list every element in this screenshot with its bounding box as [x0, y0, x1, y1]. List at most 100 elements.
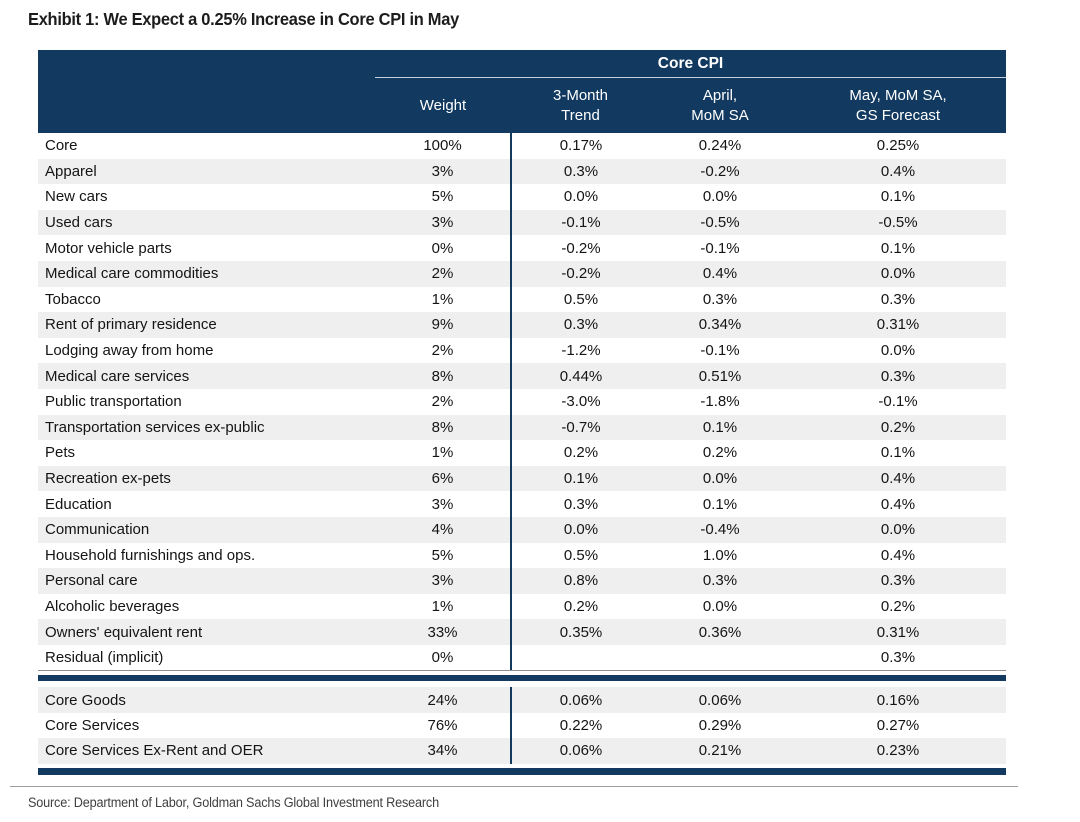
- weight-value: 3%: [375, 158, 512, 185]
- table-row: Communication 4% 0.0% -0.4% 0.0%: [38, 516, 1007, 543]
- weight-value: 3%: [375, 491, 512, 517]
- row-label: Owners' equivalent rent: [45, 623, 203, 641]
- may-value: 0.0%: [880, 521, 916, 539]
- trend-value: 0.35%: [559, 623, 603, 641]
- may-value: 0.27%: [876, 717, 920, 735]
- may-value: 0.0%: [880, 265, 916, 283]
- row-label: Recreation ex-pets: [45, 470, 171, 488]
- may-value: 0.31%: [876, 316, 920, 334]
- row-label: Transportation services ex-public: [45, 418, 265, 436]
- table-row: Medical care commodities 2% -0.2% 0.4% 0…: [38, 260, 1007, 287]
- april-value: -0.4%: [700, 521, 740, 539]
- april-value: 0.0%: [702, 470, 738, 488]
- table-row: Tobacco 1% 0.5% 0.3% 0.3%: [38, 286, 1006, 313]
- row-label: Core Goods: [45, 691, 126, 709]
- col-header-april: April, MoM SA: [650, 77, 790, 133]
- may-value: -0.1%: [878, 393, 918, 411]
- table-row: Apparel 3% 0.3% -0.2% 0.4%: [38, 158, 1007, 185]
- weight-value: 2%: [375, 388, 512, 415]
- table-row: Core 100% 0.17% 0.24% 0.25%: [38, 133, 1006, 159]
- trend-value: -1.2%: [561, 342, 601, 360]
- table-row: Public transportation 2% -3.0% -1.8% -0.…: [38, 388, 1006, 415]
- april-value: -0.5%: [700, 214, 740, 232]
- column-header-row: Weight 3-Month Trend April, MoM SA May, …: [38, 77, 1007, 133]
- may-value: 0.4%: [880, 495, 916, 513]
- april-value: 0.3%: [702, 290, 738, 308]
- may-value: 0.1%: [880, 188, 916, 206]
- april-value: 0.24%: [698, 137, 742, 155]
- may-value: 0.4%: [880, 546, 916, 564]
- trend-value: [511, 645, 650, 671]
- trend-value: 0.8%: [563, 572, 599, 590]
- trend-value: 0.0%: [563, 521, 599, 539]
- row-label: Public transportation: [45, 393, 182, 411]
- april-value: -1.8%: [700, 393, 740, 411]
- row-label: Residual (implicit): [45, 649, 164, 667]
- row-label: Personal care: [45, 572, 138, 590]
- may-value: 0.1%: [880, 239, 916, 257]
- table-row: Alcoholic beverages 1% 0.2% 0.0% 0.2%: [38, 593, 1006, 620]
- row-label: Lodging away from home: [45, 342, 214, 360]
- april-value: 1.0%: [702, 546, 738, 564]
- summary-table: Core Goods 24% 0.06% 0.06% 0.16% Core Se…: [38, 687, 1007, 764]
- trend-value: 0.3%: [563, 316, 599, 334]
- may-value: 0.16%: [876, 691, 920, 709]
- trend-value: 0.5%: [563, 546, 599, 564]
- row-label: Medical care services: [45, 367, 190, 385]
- may-value: 0.1%: [880, 444, 916, 462]
- may-value: 0.31%: [876, 623, 920, 641]
- row-label: Tobacco: [45, 290, 101, 308]
- trend-value: 0.2%: [563, 444, 599, 462]
- april-value: 0.21%: [698, 742, 742, 760]
- weight-value: 4%: [375, 516, 512, 543]
- april-value: -0.1%: [700, 342, 740, 360]
- row-label: Apparel: [45, 162, 97, 180]
- april-value: 0.36%: [698, 623, 742, 641]
- trend-value: 0.2%: [563, 597, 599, 615]
- table-row: Transportation services ex-public 8% -0.…: [38, 414, 1007, 441]
- summary-body: Core Goods 24% 0.06% 0.06% 0.16% Core Se…: [38, 687, 1006, 764]
- weight-value: 0%: [375, 644, 512, 671]
- table-row: Owners' equivalent rent 33% 0.35% 0.36% …: [38, 619, 1007, 645]
- core-cpi-table: Core CPI Weight 3-Month Trend April, MoM…: [38, 50, 1007, 775]
- weight-value: 5%: [375, 184, 512, 210]
- trend-value: -0.2%: [561, 239, 601, 257]
- april-value: 0.0%: [702, 188, 738, 206]
- table-row: Lodging away from home 2% -1.2% -0.1% 0.…: [38, 337, 1006, 364]
- source-divider: [10, 786, 1018, 787]
- april-value: 0.34%: [698, 316, 742, 334]
- group-header: Core CPI: [375, 50, 1007, 78]
- april-value: -0.2%: [700, 162, 740, 180]
- table-row: Core Goods 24% 0.06% 0.06% 0.16%: [38, 687, 1006, 713]
- may-value: 0.4%: [880, 470, 916, 488]
- col-header-weight: Weight: [375, 77, 511, 133]
- section-separator-bar: [38, 675, 1006, 682]
- april-value: -0.1%: [700, 239, 740, 257]
- exhibit-title: Exhibit 1: We Expect a 0.25% Increase in…: [28, 9, 459, 29]
- april-value: 0.06%: [698, 691, 742, 709]
- weight-value: 8%: [375, 414, 512, 441]
- trend-value: 0.22%: [559, 717, 603, 735]
- row-label: Core Services Ex-Rent and OER: [45, 742, 264, 760]
- trend-value: 0.3%: [563, 162, 599, 180]
- weight-value: 33%: [375, 619, 512, 645]
- table-row: Personal care 3% 0.8% 0.3% 0.3%: [38, 568, 1007, 594]
- trend-value: 0.5%: [563, 290, 599, 308]
- weight-value: 0%: [375, 235, 512, 261]
- table-bottom-bar: [38, 767, 1006, 775]
- row-label: Medical care commodities: [45, 265, 219, 283]
- may-value: 0.3%: [880, 290, 916, 308]
- main-table: Core CPI Weight 3-Month Trend April, MoM…: [38, 50, 1007, 671]
- april-value: [650, 645, 790, 671]
- trend-value: -3.0%: [561, 393, 601, 411]
- april-value: 0.51%: [698, 367, 742, 385]
- weight-value: 34%: [375, 738, 512, 764]
- table-row: Core Services 76% 0.22% 0.29% 0.27%: [38, 712, 1006, 739]
- trend-value: 0.44%: [559, 367, 603, 385]
- table-row: Pets 1% 0.2% 0.2% 0.1%: [38, 440, 1006, 466]
- trend-value: -0.7%: [561, 418, 601, 436]
- col-header-may-forecast: May, MoM SA, GS Forecast: [790, 77, 1007, 133]
- table-row: Household furnishings and ops. 5% 0.5% 1…: [38, 542, 1006, 569]
- header-spacer: [38, 50, 375, 78]
- table-row: Medical care services 8% 0.44% 0.51% 0.3…: [38, 363, 1007, 389]
